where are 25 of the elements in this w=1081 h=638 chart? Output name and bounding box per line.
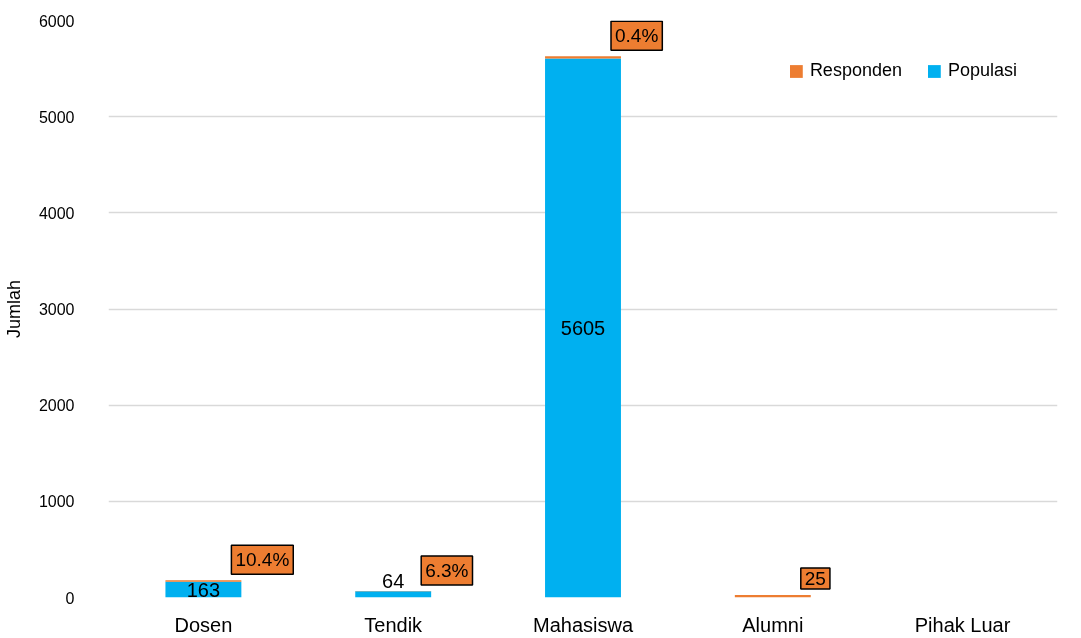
x-tick-label: Alumni [742, 613, 804, 636]
legend-label: Responden [809, 60, 902, 81]
data-label: 163 [186, 578, 221, 601]
annotation: 0.4% [615, 25, 659, 47]
annotation: 10.4% [235, 549, 290, 571]
legend-label: Populasi [947, 60, 1017, 81]
y-tick-label: 4000 [38, 204, 75, 222]
y-tick-label: 1000 [38, 493, 75, 511]
x-tick-label: Pihak Luar [914, 613, 1011, 636]
x-tick-label: Tendik [364, 613, 424, 636]
x-tick-label: Dosen [174, 613, 233, 636]
y-axis-title: Jumlah [3, 279, 24, 339]
data-label: 5605 [560, 316, 606, 339]
x-tick-label: Mahasiswa [532, 613, 634, 636]
data-label: 25 [804, 568, 826, 590]
y-tick-label: 0 [65, 589, 75, 607]
y-tick-label: 5000 [38, 108, 75, 126]
bar [545, 58, 621, 598]
bar [545, 56, 621, 59]
y-tick-label: 3000 [38, 301, 75, 318]
data-label: 64 [382, 569, 405, 592]
bar [355, 591, 432, 598]
y-tick-label: 6000 [38, 12, 75, 30]
annotation: 6.3% [425, 559, 469, 581]
y-tick-label: 2000 [38, 397, 75, 415]
